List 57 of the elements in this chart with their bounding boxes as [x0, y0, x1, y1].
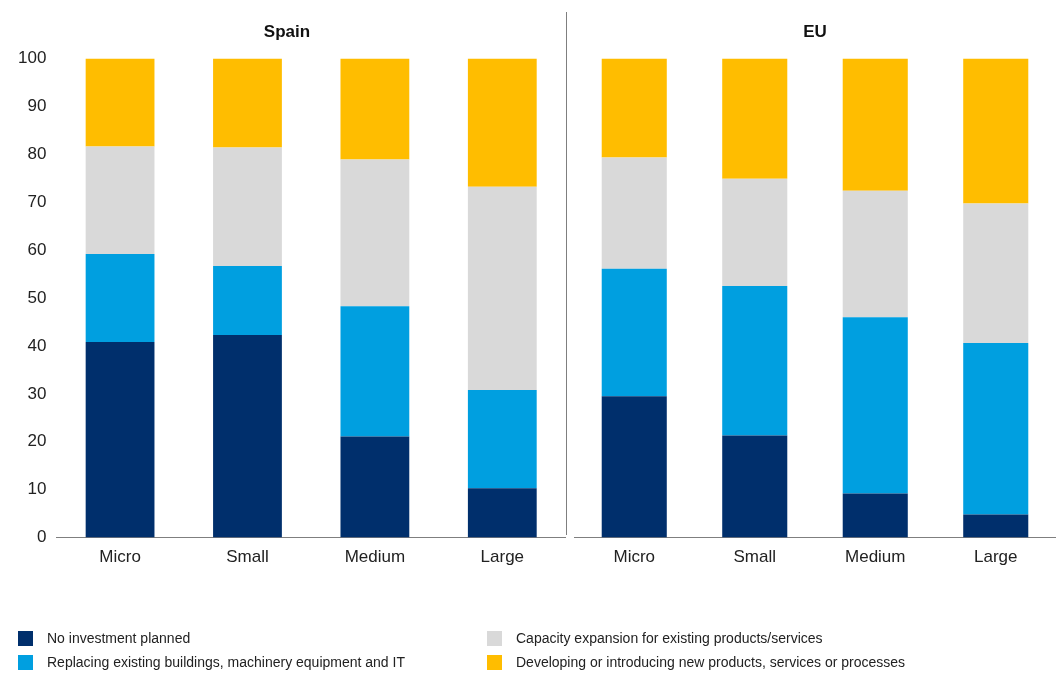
legend-label: No investment planned	[47, 630, 191, 646]
y-tick-label: 50	[27, 287, 47, 307]
y-tick-label: 60	[27, 239, 47, 259]
bar	[842, 190, 908, 318]
bar	[467, 488, 537, 538]
bar	[213, 147, 282, 266]
x-tick-label: Small	[733, 547, 777, 567]
legend-label: Replacing existing buildings, machinery equipment and IT	[47, 654, 405, 670]
bar	[963, 514, 1029, 538]
bar	[842, 317, 908, 494]
bar	[213, 58, 282, 148]
bar	[467, 186, 537, 391]
bar	[601, 157, 667, 269]
y-tick-label: 100	[17, 48, 47, 68]
bar	[722, 178, 788, 287]
bar	[722, 286, 788, 436]
bar	[963, 203, 1029, 344]
x-tick-label: Large	[480, 547, 525, 567]
y-tick-label: 40	[27, 335, 47, 355]
bar	[85, 342, 155, 538]
legend-label: Capacity expansion for existing products/services	[516, 630, 823, 646]
chart-title: Spain	[263, 21, 311, 41]
bar	[722, 435, 788, 538]
bar	[340, 159, 410, 307]
x-tick-label: Medium	[344, 547, 406, 567]
bar	[85, 253, 155, 343]
bar	[601, 58, 667, 158]
bar	[213, 334, 282, 538]
x-tick-label: Medium	[845, 547, 906, 567]
bar	[842, 493, 908, 538]
bar	[601, 268, 667, 397]
chart-title: EU	[803, 21, 827, 41]
y-tick-label: 30	[27, 383, 47, 403]
bar	[340, 306, 410, 437]
x-tick-label: Small	[226, 547, 269, 567]
x-tick-label: Large	[974, 547, 1018, 567]
x-tick-label: Micro	[613, 547, 656, 567]
bar	[467, 390, 537, 489]
y-tick-label: 0	[36, 527, 47, 547]
bar	[213, 265, 282, 335]
legend-label: Developing or introducing new products, services or processes	[516, 654, 906, 670]
y-tick-label: 20	[27, 431, 47, 451]
y-tick-label: 70	[27, 191, 47, 211]
y-tick-label: 90	[27, 96, 47, 116]
y-tick-label: 80	[27, 143, 47, 163]
bar	[601, 396, 667, 538]
bar	[85, 58, 155, 147]
bar	[340, 58, 410, 160]
bar	[340, 436, 410, 538]
bar	[722, 58, 788, 179]
x-tick-label: Micro	[99, 547, 141, 567]
bar	[963, 343, 1029, 515]
bar	[85, 146, 155, 254]
bar	[467, 58, 537, 187]
y-tick-label: 10	[27, 479, 47, 499]
bar	[963, 58, 1029, 204]
bar	[842, 58, 908, 191]
